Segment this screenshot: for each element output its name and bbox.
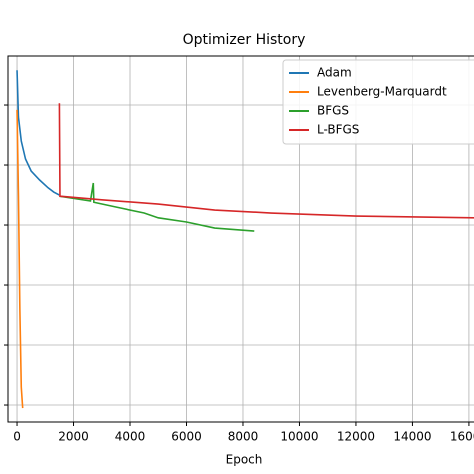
x-tick-label: 4000: [115, 430, 146, 444]
legend-label: BFGS: [317, 104, 349, 118]
legend-label: L-BFGS: [317, 123, 359, 137]
plot-frame: [7, 55, 474, 423]
series-line: [16, 70, 60, 196]
series-line: [59, 182, 255, 232]
legend-label: Levenberg-Marquardt: [317, 85, 447, 99]
x-tick-label: 14000: [393, 430, 431, 444]
legend-box: [282, 59, 474, 145]
series-line: [58, 103, 474, 219]
x-tick-label: 10000: [280, 430, 318, 444]
chart-title: Optimizer History: [183, 32, 306, 48]
series-line: [16, 109, 24, 409]
x-axis-label: Epoch: [226, 453, 263, 467]
x-tick-label: 0: [13, 430, 21, 444]
x-tick-label: 8000: [228, 430, 259, 444]
x-tick-label: 6000: [171, 430, 202, 444]
x-tick-label: 12000: [337, 430, 375, 444]
x-tick-label: 16000: [450, 430, 474, 444]
x-tick-label: 2000: [58, 430, 89, 444]
legend-label: Adam: [317, 66, 352, 80]
